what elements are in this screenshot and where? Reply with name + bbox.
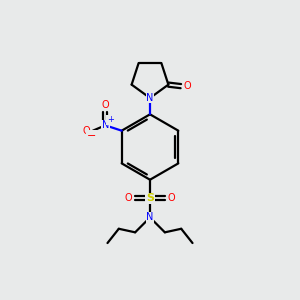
Text: N: N [146,93,154,103]
Text: S: S [146,193,154,203]
Text: N: N [102,120,109,130]
Text: O: O [125,193,132,203]
Text: O: O [168,193,175,203]
Text: N: N [146,212,154,223]
Text: O: O [184,81,191,91]
Text: O: O [101,100,109,110]
Text: O: O [82,126,90,136]
Text: +: + [107,116,113,124]
Text: −: − [87,131,96,141]
